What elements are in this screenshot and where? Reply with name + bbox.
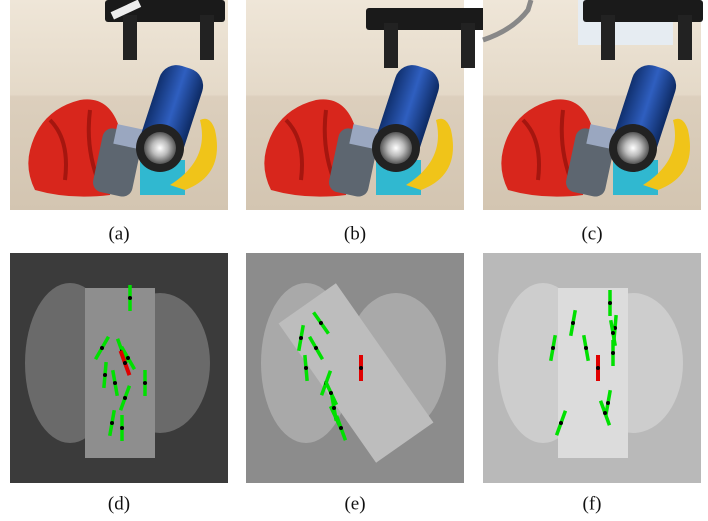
grasp-center [143, 381, 147, 385]
grasp-center [332, 406, 336, 410]
grasp-center [314, 346, 318, 350]
grasp-center [611, 331, 615, 335]
grasp-center [100, 346, 104, 350]
grasp-center [128, 296, 132, 300]
grasp-center [319, 321, 323, 325]
grasp-center [339, 426, 343, 430]
grasp-center [126, 356, 130, 360]
grasp-center [120, 426, 124, 430]
figure: (a) (d) (b) (e) (c) (f) [0, 0, 708, 521]
caption: (c) [581, 223, 602, 244]
grasp-center [103, 373, 107, 377]
caption: (d) [108, 493, 130, 514]
grasp-center [123, 396, 127, 400]
grasp-center [359, 366, 363, 370]
gripper-finger [123, 15, 137, 60]
caption: (a) [108, 223, 129, 244]
grasp-center [571, 321, 575, 325]
grasp-center [551, 346, 555, 350]
grasp-center [110, 421, 114, 425]
grasp-center [559, 421, 563, 425]
gripper-finger [601, 15, 615, 60]
grasp-center [329, 391, 333, 395]
caption: (f) [583, 493, 602, 514]
photo [246, 0, 486, 210]
grasp-center [606, 401, 610, 405]
caption: (e) [344, 493, 365, 514]
caption: (b) [344, 223, 366, 244]
grasp-center [304, 366, 308, 370]
flashlight-lens [617, 132, 649, 164]
photo [10, 0, 228, 210]
grasp-center [608, 301, 612, 305]
flashlight-lens [380, 132, 412, 164]
grasp-center [113, 381, 117, 385]
grasp-center [123, 361, 127, 365]
depth-image [246, 253, 464, 483]
gripper-finger [461, 23, 475, 68]
grasp-center [603, 411, 607, 415]
photo [483, 0, 703, 210]
gripper-finger [200, 15, 214, 60]
grasp-center [611, 351, 615, 355]
gripper-finger [678, 15, 692, 60]
region [558, 288, 628, 458]
gripper-finger [384, 23, 398, 68]
grasp-center [584, 346, 588, 350]
flashlight-lens [144, 132, 176, 164]
grasp-center [299, 336, 303, 340]
depth-image [483, 253, 701, 483]
grasp-center [596, 366, 600, 370]
figure-canvas: (a) (d) (b) (e) (c) (f) [0, 0, 708, 521]
depth-image [10, 253, 228, 483]
